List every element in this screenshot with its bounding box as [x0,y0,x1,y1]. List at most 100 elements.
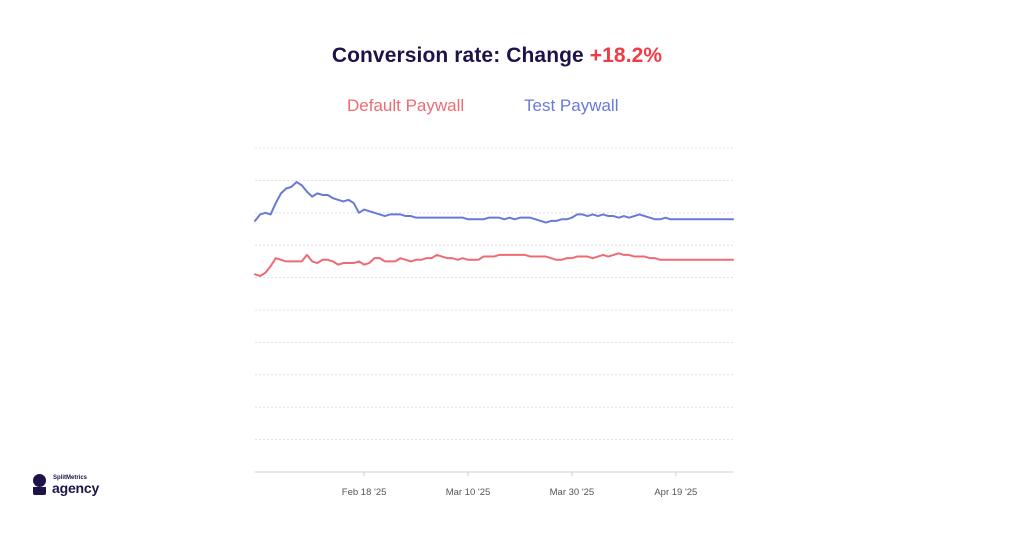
data-point-1-85[interactable] [694,217,699,222]
data-point-1-23[interactable] [372,210,377,215]
data-point-1-20[interactable] [356,210,361,215]
data-point-1-39[interactable] [455,215,460,220]
data-point-1-21[interactable] [362,207,367,212]
data-point-0-3[interactable] [268,264,273,269]
data-point-0-66[interactable] [595,254,600,259]
data-point-0-6[interactable] [284,259,289,264]
data-point-1-8[interactable] [294,180,299,185]
data-point-0-13[interactable] [320,257,325,262]
data-point-1-68[interactable] [606,214,611,219]
data-point-0-21[interactable] [362,262,367,267]
data-point-0-62[interactable] [575,254,580,259]
data-point-1-46[interactable] [492,215,497,220]
data-point-0-57[interactable] [549,256,554,261]
data-point-0-91[interactable] [725,257,730,262]
data-point-0-25[interactable] [382,259,387,264]
data-point-1-50[interactable] [512,217,517,222]
data-point-0-0[interactable] [253,272,258,277]
data-point-1-10[interactable] [304,189,309,194]
data-point-0-41[interactable] [466,257,471,262]
data-point-1-67[interactable] [601,212,606,217]
data-point-0-30[interactable] [408,259,413,264]
data-point-1-52[interactable] [523,215,528,220]
data-point-0-16[interactable] [336,262,341,267]
data-point-0-24[interactable] [377,256,382,261]
data-point-0-71[interactable] [621,252,626,257]
data-point-0-8[interactable] [294,259,299,264]
data-point-1-40[interactable] [460,215,465,220]
data-point-1-66[interactable] [595,214,600,219]
data-point-0-29[interactable] [403,257,408,262]
data-point-0-34[interactable] [429,256,434,261]
data-point-1-35[interactable] [434,215,439,220]
data-point-0-45[interactable] [486,254,491,259]
data-point-0-5[interactable] [278,257,283,262]
data-point-0-36[interactable] [440,254,445,259]
data-point-0-35[interactable] [434,252,439,257]
data-point-0-7[interactable] [289,259,294,264]
data-point-1-43[interactable] [476,217,481,222]
data-point-1-49[interactable] [507,215,512,220]
data-point-0-33[interactable] [424,256,429,261]
data-point-0-37[interactable] [445,256,450,261]
data-point-0-48[interactable] [502,252,507,257]
data-point-1-0[interactable] [253,218,258,223]
data-point-0-43[interactable] [476,257,481,262]
data-point-0-70[interactable] [616,251,621,256]
data-point-0-49[interactable] [507,252,512,257]
data-point-0-1[interactable] [258,273,263,278]
data-point-1-2[interactable] [263,210,268,215]
data-point-1-70[interactable] [616,215,621,220]
data-point-1-3[interactable] [268,212,273,217]
data-point-0-69[interactable] [611,252,616,257]
data-point-1-5[interactable] [278,191,283,196]
data-point-0-55[interactable] [538,254,543,259]
data-point-1-12[interactable] [315,191,320,196]
data-point-0-78[interactable] [658,257,663,262]
data-point-1-56[interactable] [543,220,548,225]
data-point-0-81[interactable] [673,257,678,262]
data-point-0-39[interactable] [455,257,460,262]
data-point-1-13[interactable] [320,192,325,197]
data-point-1-25[interactable] [382,214,387,219]
data-point-0-79[interactable] [663,257,668,262]
data-point-0-68[interactable] [606,254,611,259]
data-point-0-59[interactable] [559,257,564,262]
data-point-1-31[interactable] [414,215,419,220]
data-point-1-34[interactable] [429,215,434,220]
data-point-0-51[interactable] [517,252,522,257]
data-point-1-42[interactable] [471,217,476,222]
data-point-1-54[interactable] [533,217,538,222]
data-point-1-77[interactable] [653,217,658,222]
series-line-1[interactable] [254,181,734,224]
data-point-1-6[interactable] [284,186,289,191]
data-point-0-14[interactable] [325,257,330,262]
data-point-0-12[interactable] [315,261,320,266]
data-point-0-92[interactable] [731,257,736,262]
data-point-1-7[interactable] [289,184,294,189]
data-point-1-63[interactable] [580,212,585,217]
data-point-0-11[interactable] [310,259,315,264]
data-point-1-48[interactable] [502,217,507,222]
data-point-1-37[interactable] [445,215,450,220]
data-point-0-76[interactable] [647,256,652,261]
data-point-1-24[interactable] [377,212,382,217]
data-point-1-9[interactable] [299,183,304,188]
legend-item-test-paywall[interactable]: Test Paywall [524,96,619,115]
data-point-1-55[interactable] [538,218,543,223]
data-point-1-14[interactable] [325,192,330,197]
data-point-1-61[interactable] [569,215,574,220]
data-point-0-52[interactable] [523,252,528,257]
data-point-0-47[interactable] [497,252,502,257]
data-point-0-42[interactable] [471,257,476,262]
data-point-1-88[interactable] [710,217,715,222]
data-point-1-45[interactable] [486,215,491,220]
data-point-1-32[interactable] [419,215,424,220]
series-line-0[interactable] [254,252,734,277]
data-point-0-86[interactable] [699,257,704,262]
data-point-0-89[interactable] [715,257,720,262]
data-point-0-85[interactable] [694,257,699,262]
data-point-0-63[interactable] [580,254,585,259]
data-point-1-44[interactable] [481,217,486,222]
data-point-0-2[interactable] [263,270,268,275]
